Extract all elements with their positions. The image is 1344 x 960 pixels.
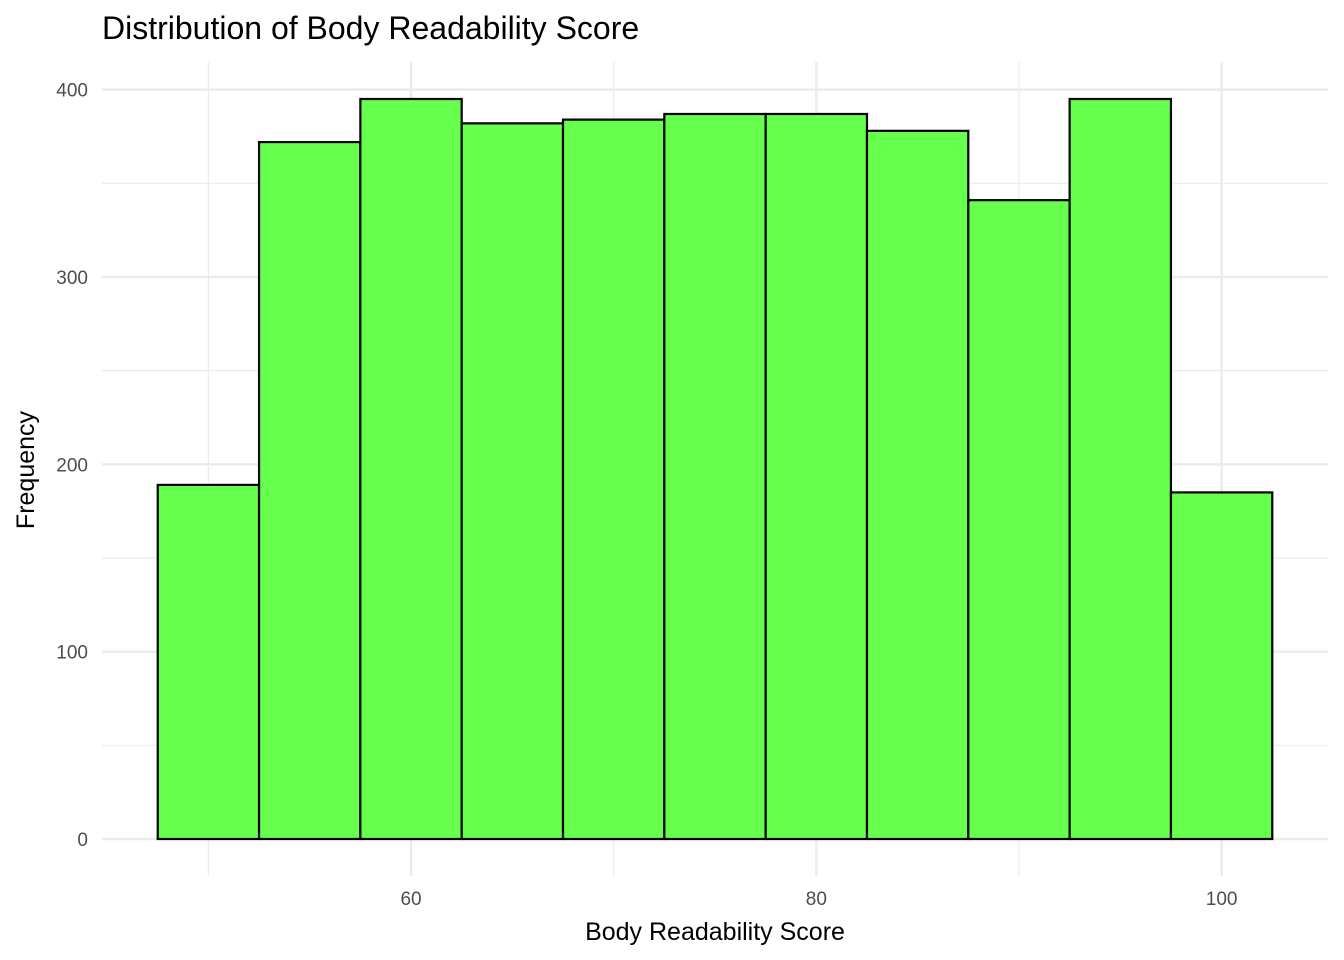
x-tick-label: 80: [806, 889, 827, 910]
histogram-bar: [1068, 97, 1173, 841]
histogram-bar: [156, 483, 261, 841]
histogram-bar: [865, 129, 970, 841]
histogram-bar: [561, 118, 666, 841]
y-axis-title: Frequency: [12, 410, 40, 529]
histogram-bar: [1169, 491, 1274, 841]
y-tick-label: 100: [56, 643, 88, 664]
histogram-bar: [257, 140, 362, 841]
y-tick-label: 0: [77, 830, 88, 851]
x-tick-label: 60: [400, 889, 421, 910]
histogram-bar: [663, 112, 767, 841]
histogram-bars: [156, 97, 1274, 841]
x-axis-title: Body Readability Score: [585, 918, 845, 946]
histogram-bar: [460, 122, 565, 841]
histogram-bar: [764, 112, 869, 841]
histogram-bar: [359, 97, 463, 841]
y-tick-label: 400: [56, 81, 88, 102]
y-tick-label: 300: [56, 268, 88, 289]
chart-title: Distribution of Body Readability Score: [102, 10, 640, 46]
histogram-bar: [967, 199, 1071, 841]
x-axis-tick-labels: 60 80 100: [400, 889, 1237, 910]
x-tick-label: 100: [1206, 889, 1238, 910]
y-tick-label: 200: [56, 455, 88, 476]
y-axis-tick-labels: 0 100 200 300 400: [56, 81, 88, 851]
